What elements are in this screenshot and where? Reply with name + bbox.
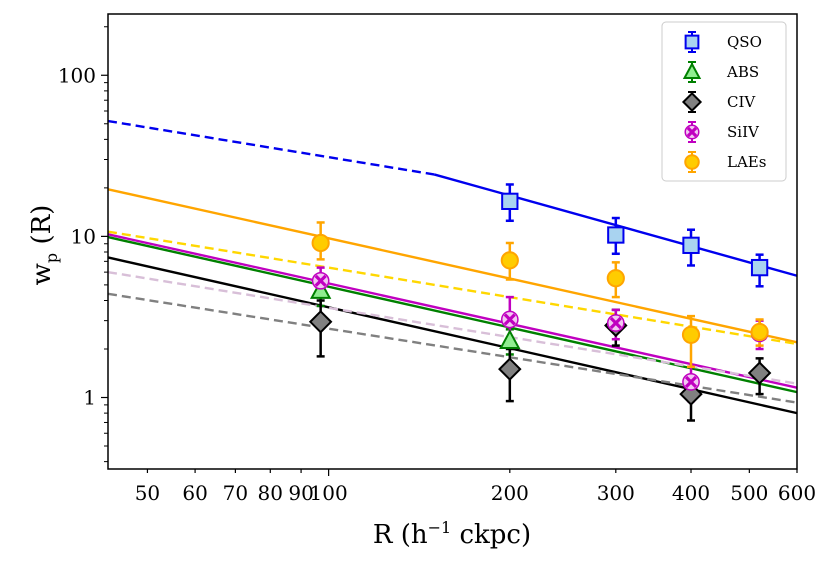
point-siiv-0: [311, 271, 330, 290]
fit-line-siiv-fit: [107, 233, 798, 389]
point-siiv-3: [682, 373, 700, 391]
x-tick-label-80: 80: [258, 481, 283, 505]
point-civ-3: [679, 382, 703, 406]
x-tick-label-50: 50: [135, 481, 160, 505]
point-laes-3: [681, 325, 701, 344]
x-tick-label-100: 100: [310, 481, 348, 505]
legend-marker-siiv: [684, 124, 700, 140]
fit-lines: [107, 119, 798, 415]
legend-marker-qso: [684, 34, 700, 50]
legend-entry-civ: CIV: [681, 91, 756, 113]
point-laes-0: [311, 233, 330, 253]
point-siiv-1: [500, 310, 519, 329]
legend-marker-civ: [681, 91, 703, 113]
point-civ-0: [308, 310, 333, 334]
legend-marker-abs: [682, 62, 702, 79]
legend-label-qso: QSO: [727, 33, 762, 51]
point-abs-1: [499, 329, 521, 349]
x-tick-label-300: 300: [597, 481, 635, 505]
point-qso-2: [682, 236, 700, 254]
point-laes-2: [606, 269, 625, 288]
legend: QSO ABS CIV SiIV LAEs: [661, 21, 787, 182]
x-tick-label-400: 400: [672, 481, 710, 505]
point-civ-1: [498, 357, 522, 381]
data-markers: [308, 192, 772, 406]
legend-label-laes: LAEs: [727, 153, 766, 171]
legend-label-abs: ABS: [726, 63, 759, 81]
y-tick-label-10: 10: [71, 224, 96, 248]
x-tick-label-70: 70: [223, 481, 248, 505]
legend-box: [661, 21, 787, 182]
y-axis-label: wp (R): [27, 205, 61, 286]
y-tick-label-1: 1: [83, 386, 96, 410]
x-tick-label-60: 60: [182, 481, 207, 505]
point-civ-4: [747, 361, 772, 385]
x-tick-label-200: 200: [491, 481, 529, 505]
legend-entry-siiv: SiIV: [684, 121, 760, 143]
x-axis-label: R (h−1 ckpc): [373, 518, 531, 550]
x-tick-label-90: 90: [288, 481, 313, 505]
point-qso-0: [501, 192, 519, 210]
legend-marker-laes: [684, 154, 700, 170]
legend-entry-abs: ABS: [682, 61, 759, 83]
legend-label-civ: CIV: [727, 93, 756, 111]
plot-frame: [107, 13, 798, 470]
fit-line-siiv-alt: [107, 270, 798, 385]
point-laes-1: [500, 251, 519, 270]
point-qso-1: [607, 226, 625, 244]
legend-entry-qso: QSO: [684, 31, 762, 53]
legend-label-siiv: SiIV: [727, 123, 760, 141]
x-tick-label-600: 600: [778, 481, 816, 505]
fit-line-qso-extrapolated: [107, 119, 435, 176]
fit-line-civ-fit: [107, 256, 798, 415]
point-qso-3: [750, 258, 769, 277]
fit-line-abs-fit: [107, 235, 798, 394]
point-laes-4: [750, 322, 769, 342]
x-tick-label-500: 500: [730, 481, 768, 505]
point-siiv-2: [606, 314, 625, 332]
legend-entry-laes: LAEs: [684, 151, 766, 173]
fit-line-laes-alt: [107, 230, 798, 346]
fit-line-laes-fit: [107, 188, 798, 344]
fit-line-civ-alt: [107, 292, 798, 404]
y-tick-label-100: 100: [58, 63, 96, 87]
